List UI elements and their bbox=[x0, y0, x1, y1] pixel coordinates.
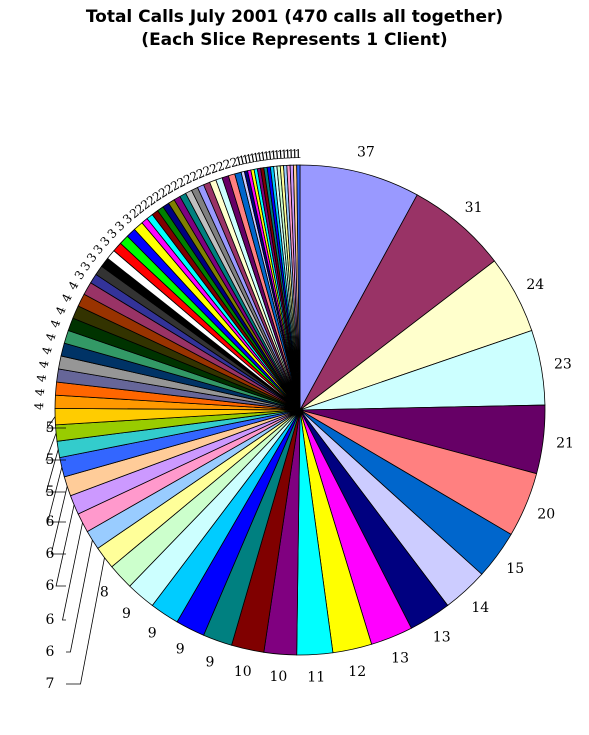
leader-line-25 bbox=[47, 467, 66, 523]
slice-label-79: 1 bbox=[287, 147, 295, 161]
slice-label-21: 6 bbox=[46, 644, 55, 660]
slice-label-76: 1 bbox=[276, 147, 285, 162]
slice-label-75: 1 bbox=[273, 148, 282, 163]
leader-line-22 bbox=[62, 522, 83, 621]
slice-label-33: 4 bbox=[39, 345, 55, 356]
slice-label-27: 5 bbox=[46, 452, 55, 468]
slice-label-66: 1 bbox=[241, 152, 251, 167]
slice-label-68: 1 bbox=[248, 151, 258, 166]
slice-label-20: 7 bbox=[46, 676, 55, 692]
slice-label-13: 10 bbox=[269, 669, 287, 685]
slice-label-7: 15 bbox=[506, 561, 524, 577]
slice-label-24: 6 bbox=[46, 546, 55, 562]
slice-label-26: 5 bbox=[46, 484, 55, 500]
slice-label-15: 9 bbox=[206, 654, 215, 670]
slice-label-3: 24 bbox=[526, 277, 544, 293]
slice-label-63: 2 bbox=[228, 155, 239, 170]
slice-label-65: 1 bbox=[237, 153, 248, 168]
slice-label-9: 13 bbox=[433, 629, 451, 645]
slice-label-78: 1 bbox=[284, 147, 292, 161]
slice-label-19: 8 bbox=[100, 585, 109, 601]
slice-label-77: 1 bbox=[280, 147, 288, 161]
leader-line-28 bbox=[46, 416, 66, 429]
slice-label-69: 1 bbox=[251, 150, 261, 165]
leader-line-24 bbox=[50, 486, 68, 555]
slice-label-30: 4 bbox=[33, 387, 48, 396]
leader-line-20 bbox=[66, 557, 105, 685]
slice-label-25: 6 bbox=[46, 514, 55, 530]
pie-slice-81 bbox=[296, 164, 301, 411]
leader-line-21 bbox=[66, 539, 93, 653]
slice-label-11: 12 bbox=[348, 664, 366, 680]
slice-label-2: 31 bbox=[465, 200, 483, 216]
slice-label-31: 4 bbox=[34, 373, 49, 383]
slice-label-28: 5 bbox=[46, 420, 55, 436]
slice-label-4: 23 bbox=[554, 356, 572, 372]
leader-line-26 bbox=[45, 449, 66, 493]
slice-label-29: 4 bbox=[32, 402, 46, 410]
slice-label-64: 1 bbox=[234, 154, 245, 169]
slice-label-10: 13 bbox=[391, 651, 409, 667]
slice-label-37: 4 bbox=[59, 291, 75, 304]
slice-label-60: 2 bbox=[208, 161, 220, 177]
slice-label-17: 9 bbox=[148, 625, 157, 641]
slice-label-14: 10 bbox=[234, 664, 252, 680]
pie-slice-1 bbox=[299, 164, 418, 411]
slice-label-61: 2 bbox=[215, 159, 227, 175]
slice-label-71: 1 bbox=[258, 149, 268, 164]
slice-label-12: 11 bbox=[307, 670, 325, 686]
slice-label-72: 1 bbox=[262, 149, 271, 164]
slice-label-6: 20 bbox=[537, 506, 555, 522]
slice-label-62: 2 bbox=[221, 157, 232, 173]
slice-label-73: 1 bbox=[266, 148, 275, 163]
slice-label-36: 4 bbox=[53, 304, 69, 317]
slice-label-35: 4 bbox=[48, 317, 64, 329]
slice-label-23: 6 bbox=[46, 578, 55, 594]
slice-label-38: 4 bbox=[65, 278, 81, 292]
slice-label-74: 1 bbox=[269, 148, 278, 163]
slice-label-18: 9 bbox=[122, 606, 131, 622]
slice-label-32: 4 bbox=[36, 359, 51, 370]
slice-label-1: 37 bbox=[357, 144, 375, 160]
leader-line-27 bbox=[45, 432, 66, 461]
slice-label-34: 4 bbox=[43, 331, 59, 343]
chart-subtitle: (Each Slice Represents 1 Client) bbox=[141, 30, 448, 50]
slice-label-5: 21 bbox=[556, 435, 574, 451]
slice-label-81: 1 bbox=[294, 147, 302, 161]
slice-label-16: 9 bbox=[176, 642, 185, 658]
slice-label-80: 1 bbox=[291, 147, 299, 161]
slice-label-22: 6 bbox=[46, 612, 55, 628]
leader-line-23 bbox=[55, 504, 75, 587]
slice-label-8: 14 bbox=[471, 600, 489, 616]
slice-label-67: 1 bbox=[244, 151, 254, 166]
slice-label-70: 1 bbox=[255, 150, 265, 165]
chart-title: Total Calls July 2001 (470 calls all tog… bbox=[85, 7, 504, 27]
pie-slices bbox=[54, 164, 546, 656]
